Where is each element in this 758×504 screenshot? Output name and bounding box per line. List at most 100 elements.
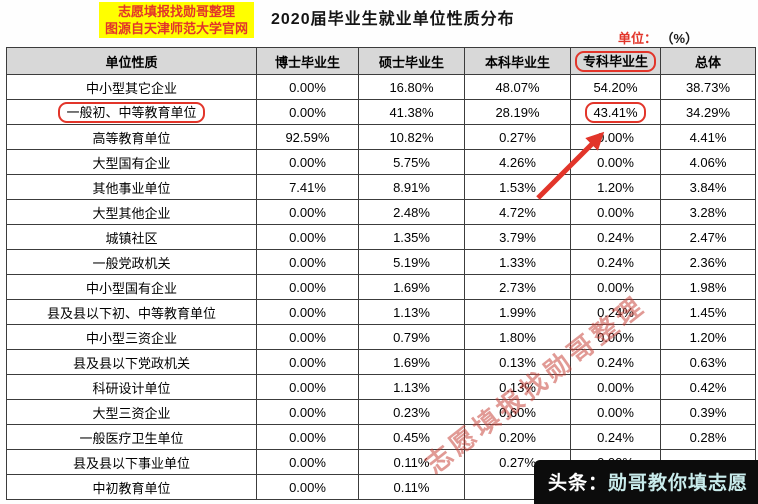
table-row: 一般医疗卫生单位 0.00% 0.45% 0.20% 0.24% 0.28% (6, 424, 756, 450)
table-row: 科研设计单位 0.00% 1.13% 0.13% 0.00% 0.42% (6, 374, 756, 400)
table-row: 县及县以下党政机关 0.00% 1.69% 0.13% 0.24% 0.63% (6, 349, 756, 375)
table-row: 一般党政机关 0.00% 5.19% 1.33% 0.24% 2.36% (6, 249, 756, 275)
table-row: 高等教育单位 92.59% 10.82% 0.27% 0.00% 4.41% (6, 124, 756, 150)
table-cell: 2.47% (660, 224, 756, 250)
source-badge-line1: 志愿填报找勋哥整理 (118, 4, 236, 19)
table-cell: 3.28% (660, 199, 756, 225)
row-label: 中小型国有企业 (6, 274, 257, 300)
table-cell: 0.00% (570, 399, 661, 425)
table-cell: 0.00% (570, 274, 661, 300)
column-header: 总体 (660, 47, 756, 75)
row-label: 其他事业单位 (6, 174, 257, 200)
table-cell: 0.20% (464, 424, 571, 450)
table-cell: 8.91% (358, 174, 465, 200)
row-label: 一般党政机关 (6, 249, 257, 275)
column-header: 本科毕业生 (464, 47, 571, 75)
table-cell: 48.07% (464, 74, 571, 100)
table-cell: 5.19% (358, 249, 465, 275)
table-cell: 1.99% (464, 299, 571, 325)
table-cell: 0.00% (256, 299, 359, 325)
table-row: 中小型三资企业 0.00% 0.79% 1.80% 0.00% 1.20% (6, 324, 756, 350)
table-cell: 4.72% (464, 199, 571, 225)
table-cell: 3.79% (464, 224, 571, 250)
row-label: 县及县以下事业单位 (6, 449, 257, 475)
table-cell: 0.24% (570, 224, 661, 250)
table-cell: 34.29% (660, 99, 756, 125)
table-cell: 0.45% (358, 424, 465, 450)
table-cell: 1.69% (358, 274, 465, 300)
employment-distribution-table: 单位性质 博士毕业生 硕士毕业生 本科毕业生 专科毕业生 总体 中小型其它企业 0.00% 1… (6, 47, 756, 500)
table-cell: 4.41% (660, 124, 756, 150)
table-cell: 0.13% (464, 349, 571, 375)
row-label: 城镇社区 (6, 224, 257, 250)
table-cell: 0.79% (358, 324, 465, 350)
table-cell: 54.20% (570, 74, 661, 100)
table-cell: 43.41% (570, 99, 661, 125)
table-cell: 1.98% (660, 274, 756, 300)
row-label: 一般初、中等教育单位 (6, 99, 257, 125)
source-badge-line2: 图源自天津师范大学官网 (105, 21, 249, 36)
table-cell: 1.13% (358, 299, 465, 325)
table-cell: 0.00% (256, 324, 359, 350)
table-cell: 7.41% (256, 174, 359, 200)
table-cell: 0.00% (256, 374, 359, 400)
table-cell: 1.20% (660, 324, 756, 350)
table-row: 大型其他企业 0.00% 2.48% 4.72% 0.00% 3.28% (6, 199, 756, 225)
row-label: 高等教育单位 (6, 124, 257, 150)
table-cell: 0.00% (256, 349, 359, 375)
toutiao-watermark-badge: 头条：勋哥教你填志愿 (533, 460, 758, 504)
table-cell: 1.13% (358, 374, 465, 400)
table-cell: 0.00% (256, 74, 359, 100)
table-cell: 0.63% (660, 349, 756, 375)
table-row: 中小型其它企业 0.00% 16.80% 48.07% 54.20% 38.73% (6, 74, 756, 100)
table-cell: 1.20% (570, 174, 661, 200)
table-cell: 0.00% (256, 449, 359, 475)
table-cell: 2.36% (660, 249, 756, 275)
row-label: 中小型三资企业 (6, 324, 257, 350)
table-cell: 0.00% (256, 99, 359, 125)
table-row: 其他事业单位 7.41% 8.91% 1.53% 1.20% 3.84% (6, 174, 756, 200)
table-cell: 0.11% (358, 474, 465, 500)
source-badge: 志愿填报找勋哥整理 图源自天津师范大学官网 (99, 2, 255, 38)
table-body: 中小型其它企业 0.00% 16.80% 48.07% 54.20% 38.73% 一般初、… (6, 74, 756, 500)
table-cell: 2.48% (358, 199, 465, 225)
row-label: 县及县以下初、中等教育单位 (6, 299, 257, 325)
table-cell: 0.24% (570, 299, 661, 325)
table-cell: 38.73% (660, 74, 756, 100)
row-label: 科研设计单位 (6, 374, 257, 400)
table-cell: 0.13% (464, 374, 571, 400)
table-cell: 0.00% (256, 249, 359, 275)
table-cell: 0.00% (256, 399, 359, 425)
table-row: 县及县以下初、中等教育单位 0.00% 1.13% 1.99% 0.24% 1.45% (6, 299, 756, 325)
table-row: 城镇社区 0.00% 1.35% 3.79% 0.24% 2.47% (6, 224, 756, 250)
table-cell: 1.33% (464, 249, 571, 275)
table-header-row: 单位性质 博士毕业生 硕士毕业生 本科毕业生 专科毕业生 总体 (6, 47, 756, 75)
table-cell: 28.19% (464, 99, 571, 125)
table-cell: 16.80% (358, 74, 465, 100)
badge-text: 勋哥教你填志愿 (607, 473, 748, 494)
table-cell: 1.53% (464, 174, 571, 200)
unit-value: （%） (667, 31, 699, 46)
page-title: 2020届毕业生就业单位性质分布 (271, 11, 515, 28)
table-cell: 0.28% (660, 424, 756, 450)
table-cell: 0.00% (256, 199, 359, 225)
column-header: 博士毕业生 (256, 47, 359, 75)
table-cell: 5.75% (358, 149, 465, 175)
table-cell: 0.00% (256, 474, 359, 500)
column-header: 单位性质 (6, 47, 257, 75)
table-cell: 0.24% (570, 349, 661, 375)
row-label: 县及县以下党政机关 (6, 349, 257, 375)
row-label: 大型三资企业 (6, 399, 257, 425)
table-cell: 4.26% (464, 149, 571, 175)
table-cell: 0.27% (464, 124, 571, 150)
table-cell: 1.35% (358, 224, 465, 250)
unit-note: 单位： （%） (618, 28, 698, 47)
highlight-box-header: 专科毕业生 (574, 50, 656, 72)
table-row: 一般初、中等教育单位 0.00% 41.38% 28.19% 43.41% 34.29% (6, 99, 756, 125)
table-cell: 0.42% (660, 374, 756, 400)
row-label: 中初教育单位 (6, 474, 257, 500)
column-header: 硕士毕业生 (358, 47, 465, 75)
table-cell: 1.45% (660, 299, 756, 325)
column-header: 专科毕业生 (570, 47, 661, 75)
table-cell: 0.00% (570, 199, 661, 225)
